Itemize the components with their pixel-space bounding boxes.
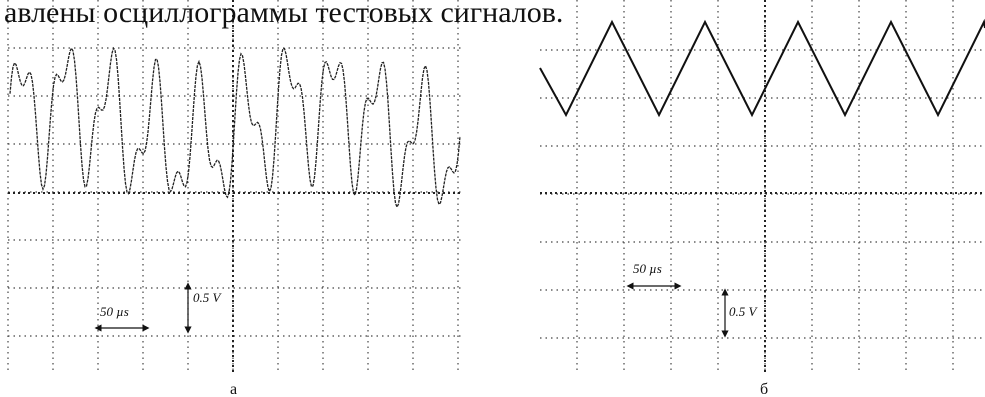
grids: [8, 0, 985, 372]
caption: б: [760, 381, 768, 397]
waveform: [540, 22, 985, 115]
time-scale: 50 µs: [633, 261, 662, 276]
waveform: [10, 48, 460, 207]
figure: авлены осциллограммы тестовых сигналов. …: [0, 0, 985, 397]
waves: [10, 22, 985, 207]
time-scale: 50 µs: [100, 304, 129, 319]
caption: а: [230, 381, 237, 397]
header-text: авлены осциллограммы тестовых сигналов.: [4, 0, 563, 29]
page: авлены осциллограммы тестовых сигналов. …: [0, 0, 985, 397]
volt-scale: 0.5 V: [193, 290, 223, 305]
volt-scale: 0.5 V: [729, 304, 759, 319]
